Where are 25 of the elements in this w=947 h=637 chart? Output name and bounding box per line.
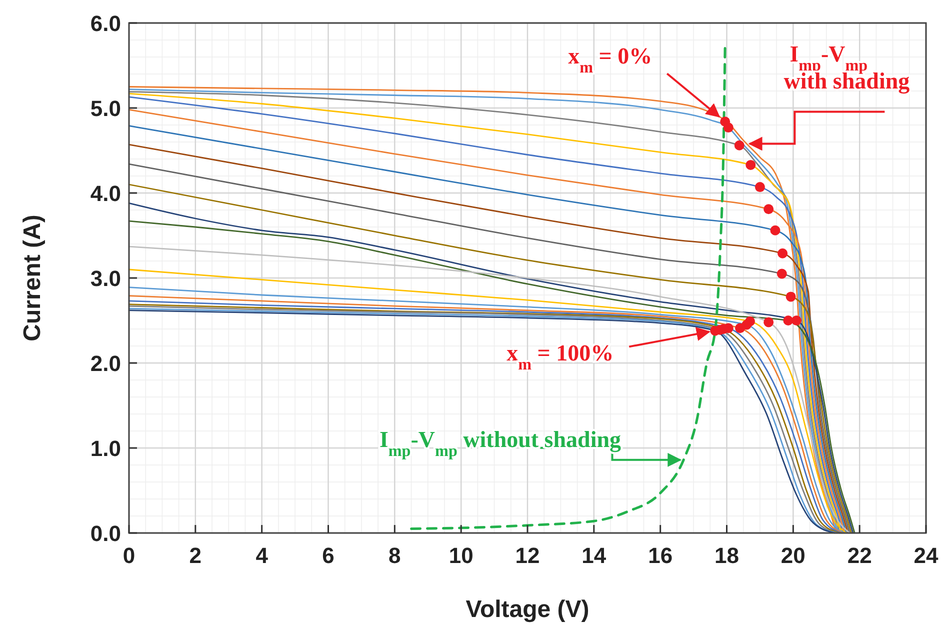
y-tick-label: 0.0 — [90, 520, 121, 546]
x-tick-label: 14 — [582, 543, 607, 568]
x-tick-label: 2 — [189, 543, 202, 568]
x-tick-label: 16 — [648, 543, 673, 568]
y-tick-label: 1.0 — [90, 436, 121, 461]
x-tick-label: 10 — [448, 543, 474, 568]
x-tick-label: 20 — [780, 543, 806, 568]
x-tick-label: 8 — [388, 543, 401, 568]
y-tick-label: 4.0 — [90, 180, 121, 206]
x-tick-label: 6 — [322, 543, 334, 568]
y-tick-label: 3.0 — [90, 266, 121, 291]
x-tick-label: 22 — [847, 543, 872, 568]
annotation: I$_{mp}$-V$_{mp}$ without shading — [379, 426, 622, 460]
x-tick-label: 12 — [515, 543, 540, 568]
x-tick-label: 18 — [714, 543, 739, 568]
x-axis-title: Voltage (V) — [466, 596, 590, 623]
annotation: x$_{m}$ = 100% — [506, 340, 614, 374]
y-tick-label: 2.0 — [90, 350, 121, 376]
x-tick-label: 0 — [122, 543, 136, 568]
x-tick-label: 4 — [256, 543, 269, 568]
y-axis-title: Current (A) — [19, 214, 46, 342]
x-tick-label: 24 — [914, 543, 939, 568]
annotation: x$_{m}$ = 0% — [568, 44, 652, 76]
y-tick-label: 6.0 — [90, 10, 121, 36]
y-tick-label: 5.0 — [90, 96, 121, 121]
